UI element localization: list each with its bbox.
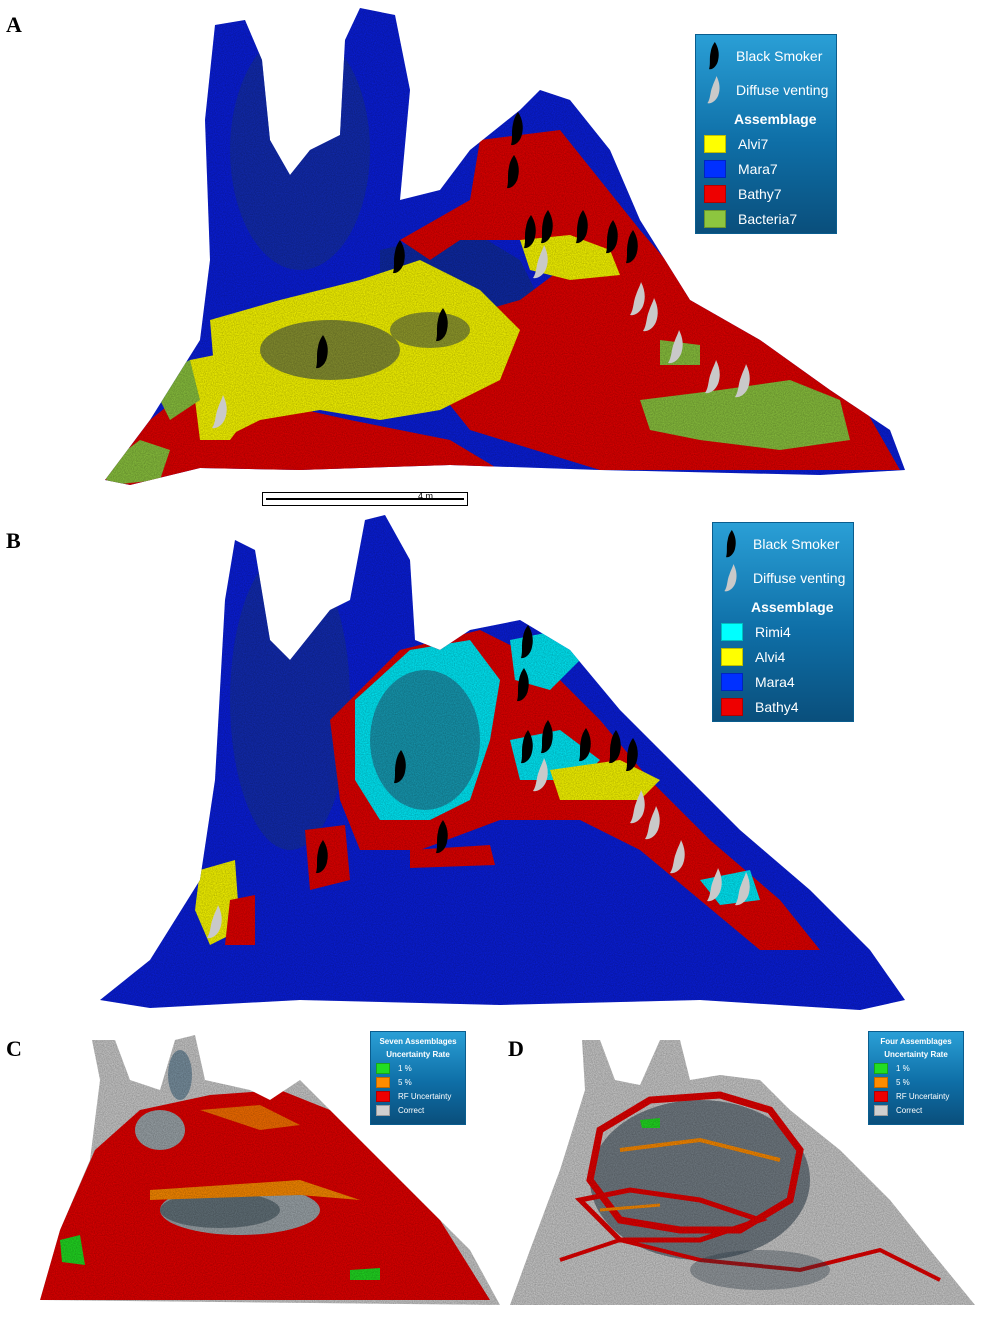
legend-b-item: Rimi4 — [713, 619, 853, 644]
legend-c-heading-2: Uncertainty Rate — [386, 1050, 450, 1059]
black-smoker-icon — [709, 42, 719, 70]
legend-c-item: 5 % — [371, 1075, 465, 1089]
legend-d-heading-2: Uncertainty Rate — [884, 1050, 948, 1059]
legend-c-item-label: RF Uncertainty — [398, 1091, 452, 1101]
legend-a-swatch — [704, 209, 726, 228]
legend-b-item: Alvi4 — [713, 644, 853, 669]
legend-c-swatch — [376, 1062, 390, 1074]
legend-d: Four Assemblages Uncertainty Rate 1 % 5 … — [868, 1031, 964, 1125]
legend-c-item: Correct — [371, 1103, 465, 1117]
legend-d-item: 1 % — [869, 1061, 963, 1075]
legend-a-black-smoker-label: Black Smoker — [736, 48, 823, 64]
legend-a-item-label: Bathy7 — [738, 185, 782, 202]
legend-a-item: Bacteria7 — [696, 206, 836, 231]
legend-d-swatch — [874, 1090, 888, 1102]
legend-d-swatch — [874, 1104, 888, 1116]
legend-b-item-label: Bathy4 — [755, 698, 799, 715]
legend-a-swatch — [704, 184, 726, 203]
legend-a-item: Bathy7 — [696, 181, 836, 206]
legend-c-item-label: 5 % — [398, 1077, 412, 1087]
legend-a-item: Alvi7 — [696, 131, 836, 156]
legend-b-black-smoker-label: Black Smoker — [753, 536, 840, 552]
legend-a-item-label: Alvi7 — [738, 135, 769, 152]
legend-b-diffuse-venting: Diffuse venting — [713, 561, 853, 595]
legend-d-item-label: 5 % — [896, 1077, 910, 1087]
legend-d-swatch — [874, 1062, 888, 1074]
legend-c-item: RF Uncertainty — [371, 1089, 465, 1103]
legend-b-item-label: Rimi4 — [755, 623, 791, 640]
scale-bar: 4 m — [262, 491, 468, 506]
diffuse-venting-icon — [707, 76, 720, 104]
legend-a-item-label: Bacteria7 — [738, 210, 798, 227]
legend-c-swatch — [376, 1090, 390, 1102]
legend-c-item: 1 % — [371, 1061, 465, 1075]
scale-bar-label: 4 m — [417, 491, 433, 501]
legend-d-item: RF Uncertainty — [869, 1089, 963, 1103]
legend-d-heading-1: Four Assemblages — [880, 1037, 952, 1046]
legend-d-item: 5 % — [869, 1075, 963, 1089]
legend-b-item: Bathy4 — [713, 694, 853, 719]
legend-a-diffuse-venting: Diffuse venting — [696, 73, 836, 107]
legend-c-heading-1: Seven Assemblages — [379, 1037, 457, 1046]
legend-a-item: Mara7 — [696, 156, 836, 181]
legend-a-item-label: Mara7 — [738, 160, 778, 177]
scale-bar-line — [266, 498, 464, 500]
panel-label-b: B — [6, 528, 21, 553]
legend-d-item-label: 1 % — [896, 1063, 910, 1073]
panel-label-d: D — [508, 1036, 524, 1061]
legend-c-swatch — [376, 1076, 390, 1088]
legend-b: Black Smoker Diffuse venting Assemblage … — [712, 522, 854, 722]
legend-a-swatch — [704, 134, 726, 153]
legend-d-item-label: Correct — [896, 1105, 923, 1115]
black-smoker-icon — [726, 530, 736, 558]
legend-b-swatch — [721, 697, 743, 716]
legend-b-item-label: Mara4 — [755, 673, 795, 690]
legend-b-item-label: Alvi4 — [755, 648, 786, 665]
legend-a-heading: Assemblage — [734, 111, 817, 127]
legend-b-swatch — [721, 647, 743, 666]
diffuse-venting-icon — [724, 564, 737, 592]
legend-b-heading: Assemblage — [751, 599, 834, 615]
legend-c-item-label: 1 % — [398, 1063, 412, 1073]
legend-c: Seven Assemblages Uncertainty Rate 1 % 5… — [370, 1031, 466, 1125]
legend-b-black-smoker: Black Smoker — [713, 523, 853, 561]
legend-d-item: Correct — [869, 1103, 963, 1117]
legend-b-swatch — [721, 622, 743, 641]
panel-label-c: C — [6, 1036, 22, 1061]
legend-a-diffuse-venting-label: Diffuse venting — [736, 82, 829, 98]
legend-a-black-smoker: Black Smoker — [696, 35, 836, 73]
panel-label-a: A — [6, 12, 22, 37]
legend-a-swatch — [704, 159, 726, 178]
legend-d-swatch — [874, 1076, 888, 1088]
legend-a: Black Smoker Diffuse venting Assemblage … — [695, 34, 837, 234]
legend-c-item-label: Correct — [398, 1105, 425, 1115]
legend-b-item: Mara4 — [713, 669, 853, 694]
legend-b-diffuse-venting-label: Diffuse venting — [753, 570, 846, 586]
legend-c-swatch — [376, 1104, 390, 1116]
legend-b-swatch — [721, 672, 743, 691]
legend-d-item-label: RF Uncertainty — [896, 1091, 950, 1101]
